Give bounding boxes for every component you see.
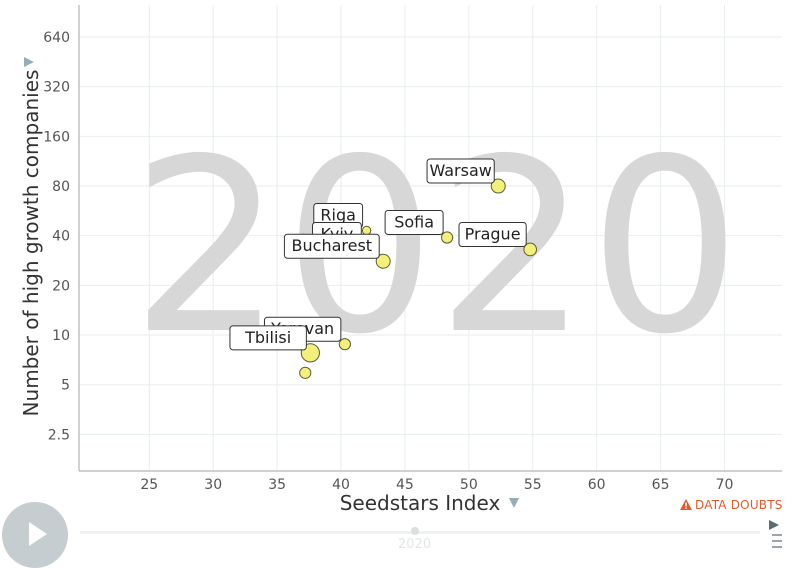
x-tick-label: 25 [140, 477, 158, 493]
x-tick-label: 30 [204, 477, 222, 493]
bubble-label-text: Riga [320, 206, 356, 225]
year-watermark: 2020 [131, 107, 742, 387]
y-tick-label: 5 [61, 378, 70, 394]
bubble[interactable] [375, 253, 391, 269]
x-tick-label: 45 [396, 477, 414, 493]
corner-controls[interactable] [766, 520, 786, 556]
timeline-track [80, 531, 760, 534]
timeline-handle[interactable] [411, 527, 419, 535]
bubble-labels: WarsawPragueSofiaRigaKyivBucharestYereva… [229, 158, 527, 351]
bubble-label[interactable]: Sofia [384, 210, 444, 236]
data-doubts-label: DATA DOUBTS [695, 498, 783, 512]
bubble[interactable] [299, 366, 312, 379]
y-tick-label: 160 [43, 129, 70, 145]
bubble-label[interactable]: Bucharest [283, 233, 380, 259]
bubble-label-text: Bucharest [292, 236, 373, 255]
bubble-label[interactable]: Warsaw [426, 158, 495, 184]
y-tick-label: 640 [43, 30, 70, 46]
bubble-label-box [426, 158, 495, 184]
x-tick-label: 65 [652, 477, 670, 493]
y-tick-label: 80 [52, 179, 70, 195]
tick-labels: 25 30 35 40 45 50 55 60 65 70 2.5 5 10 20 40 80 160 320 64… [43, 30, 733, 493]
bubble-label-box [458, 221, 527, 247]
y-tick-label: 10 [52, 328, 70, 344]
y-tick-label: 20 [52, 278, 70, 294]
play-button[interactable] [2, 502, 68, 568]
play-icon [29, 522, 47, 546]
x-tick-label: 50 [460, 477, 478, 493]
x-axis-title[interactable]: Seedstars Index [340, 491, 501, 515]
bubble-label-box [384, 210, 444, 236]
x-tick-label: 35 [268, 477, 286, 493]
bubble-label[interactable]: Tbilisi [229, 325, 307, 351]
y-tick-label: 320 [43, 80, 70, 96]
y-axis-title[interactable]: Number of high growth companies [19, 70, 43, 417]
y-tick-label: 40 [52, 229, 70, 245]
bubble[interactable] [361, 225, 372, 236]
bubble-label-box [283, 233, 380, 259]
bubble-label[interactable]: Prague [458, 221, 527, 247]
bubble[interactable] [338, 338, 351, 351]
y-axis-dropdown-icon[interactable] [24, 57, 34, 67]
y-tick-label: 2.5 [48, 427, 70, 443]
warning-icon [680, 499, 692, 510]
bubble[interactable] [523, 242, 537, 257]
bubble-label-text: Prague [465, 224, 521, 243]
grid [79, 5, 782, 471]
axes [78, 5, 782, 472]
bubble-label-box [229, 325, 307, 351]
bubble[interactable] [441, 231, 454, 244]
x-tick-label: 60 [588, 477, 606, 493]
x-tick-label: 70 [716, 477, 734, 493]
bubble-label-text: Tbilisi [244, 328, 291, 347]
bubble-label[interactable]: Riga [313, 203, 364, 229]
data-doubts-link[interactable]: DATA DOUBTS [680, 498, 783, 512]
menu-icon[interactable] [772, 534, 782, 536]
bubble[interactable] [490, 178, 506, 194]
bubble-label-text: Warsaw [429, 161, 491, 180]
forward-icon[interactable] [769, 520, 779, 530]
x-tick-label: 40 [332, 477, 350, 493]
x-axis-dropdown-icon[interactable] [509, 498, 519, 508]
x-tick-label: 55 [524, 477, 542, 493]
timeline-value: 2020 [398, 537, 432, 552]
timeline-slider[interactable]: 2020 [80, 522, 760, 560]
bubble-label-text: Sofia [394, 213, 434, 232]
